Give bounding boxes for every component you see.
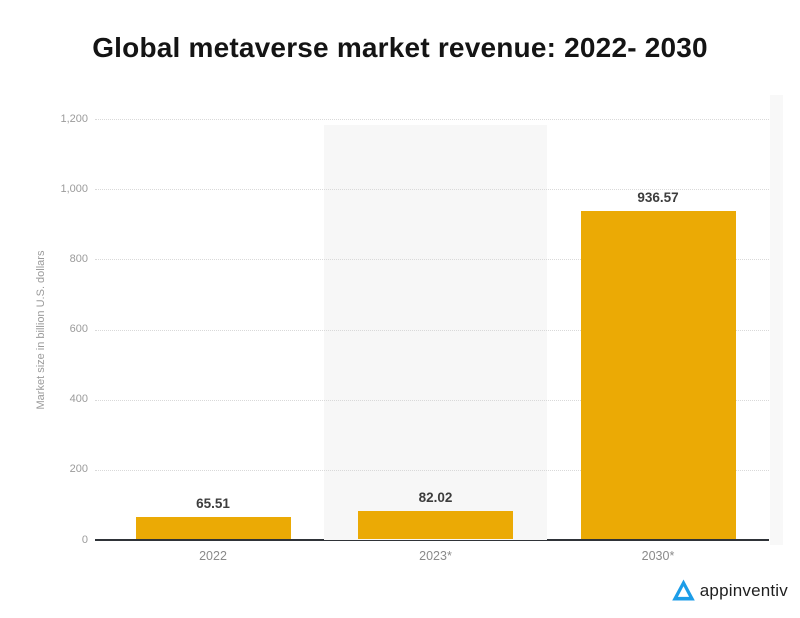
- x-tick-label: 2022: [199, 549, 227, 563]
- highlight-band: [324, 125, 547, 540]
- bar-value-label: 936.57: [637, 190, 679, 206]
- y-tick-label: 800: [69, 252, 88, 265]
- x-tick-label: 2023*: [419, 549, 452, 563]
- gridline-400: [95, 399, 769, 401]
- brand-logo: appinventiv: [671, 579, 788, 602]
- gridline-1,200: [95, 119, 769, 120]
- gridline-800: [95, 259, 769, 261]
- gridline-1,000: [95, 189, 769, 191]
- y-tick-label: 1,000: [60, 182, 88, 195]
- right-edge-highlight-band: [770, 95, 783, 545]
- bar-value-label: 65.51: [196, 496, 230, 512]
- y-tick-label: 200: [69, 463, 88, 476]
- appinventiv-logo-icon: [671, 579, 695, 602]
- y-tick-label: 600: [69, 323, 88, 335]
- chart-title: Global metaverse market revenue: 2022- 2…: [92, 32, 708, 63]
- x-tick-label: 2030*: [641, 549, 675, 563]
- gridline-200: [95, 469, 769, 471]
- x-axis-line: [95, 539, 769, 541]
- bar-2022[interactable]: [135, 517, 291, 539]
- y-tick-label: 0: [81, 533, 88, 546]
- y-tick-label: 400: [69, 393, 88, 406]
- bar-value-label: 82.02: [418, 490, 453, 506]
- y-tick-label: 1,200: [60, 112, 88, 125]
- gridline-600: [95, 329, 769, 331]
- brand-logo-text: appinventiv: [699, 580, 788, 600]
- bar-2030[interactable]: [580, 211, 736, 539]
- bar-2023[interactable]: [358, 511, 513, 539]
